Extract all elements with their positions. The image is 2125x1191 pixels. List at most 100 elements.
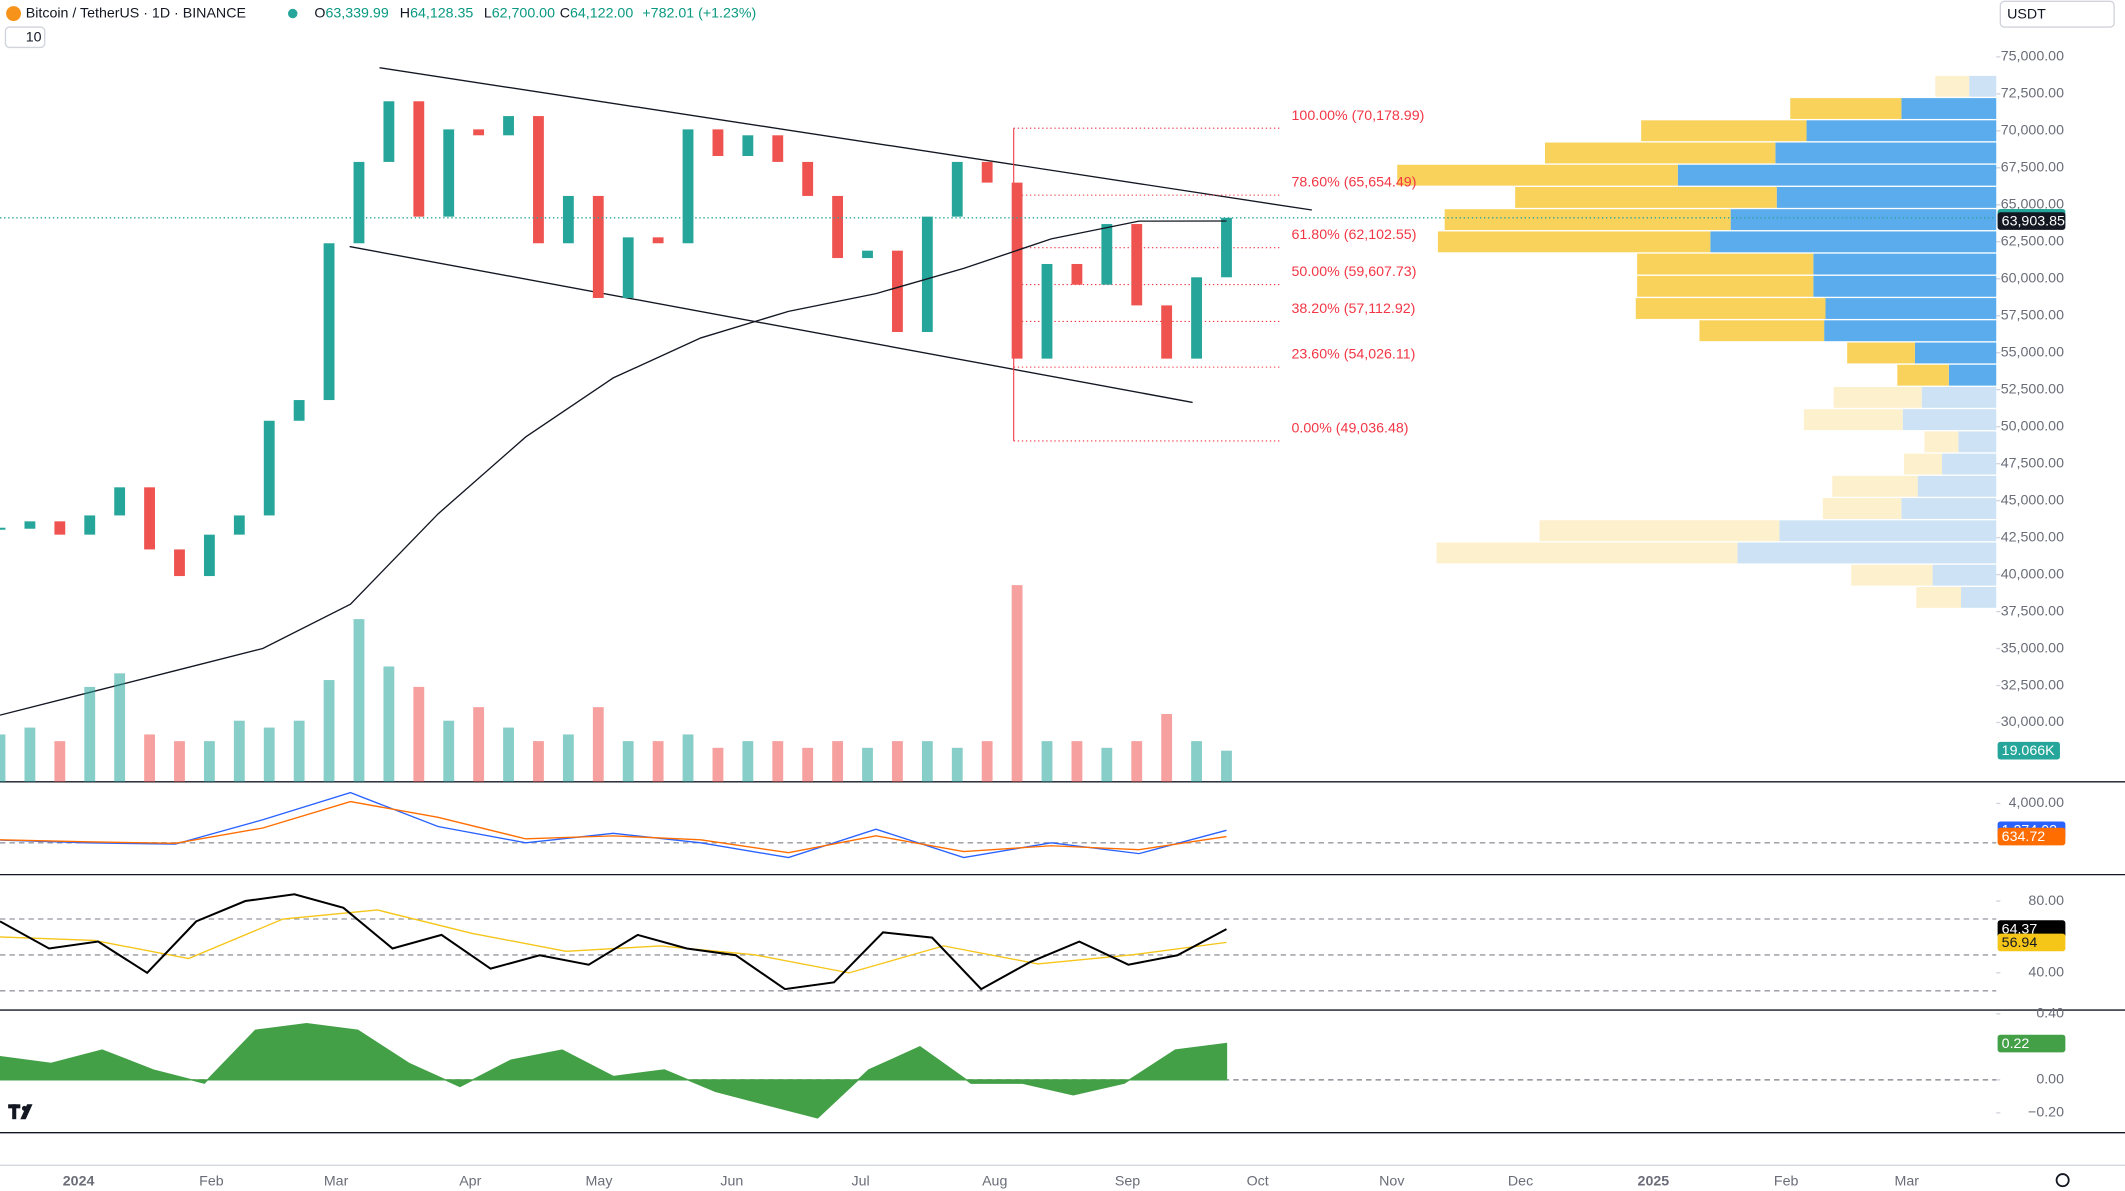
candle — [652, 237, 664, 244]
candle — [54, 521, 66, 535]
volume-bar — [203, 741, 215, 782]
profile-down — [1813, 253, 1997, 275]
ohlc-value: L62,700.00 — [484, 5, 555, 21]
macd-label: 634.72 — [2002, 829, 2046, 845]
candle — [1071, 263, 1083, 285]
volume-bar — [383, 666, 395, 782]
time-label: Jun — [720, 1173, 743, 1189]
profile-down — [1901, 98, 1997, 119]
candle — [263, 420, 275, 516]
candle — [1221, 217, 1232, 278]
profile-down — [1806, 120, 1997, 142]
profile-up — [1924, 431, 1959, 453]
candle — [562, 195, 574, 244]
tv-logo — [8, 1104, 33, 1120]
profile-down — [1969, 75, 1997, 97]
candle — [383, 101, 395, 162]
time-label: Oct — [1247, 1173, 1269, 1189]
fib-label: 100.00% (70,178.99) — [1292, 108, 1425, 124]
candle — [862, 250, 873, 259]
y-tick-label: 57,500.00 — [2001, 307, 2064, 323]
fib-label: 50.00% (59,607.73) — [1292, 264, 1417, 280]
y-tick-label: 47,500.00 — [2001, 455, 2064, 471]
volume-bar — [503, 727, 514, 782]
volume-bar — [1131, 741, 1143, 782]
volume-bar — [174, 741, 185, 782]
volume-bar — [1191, 741, 1202, 782]
ohlc-value: O63,339.99 — [314, 5, 388, 21]
settings-icon[interactable] — [2055, 1173, 2070, 1188]
ohlc-value: C64,122.00 — [560, 5, 634, 21]
time-label: 2025 — [1638, 1173, 1670, 1189]
candle — [533, 116, 544, 244]
ma-label: 63,903.85 — [2002, 213, 2065, 229]
time-label: Mar — [324, 1173, 349, 1189]
currency-button[interactable] — [1999, 0, 2115, 28]
y-tick-label: 72,500.00 — [2001, 86, 2064, 102]
profile-up — [1935, 75, 1970, 97]
profile-up — [1897, 364, 1949, 386]
y-tick-label: 70,000.00 — [2001, 123, 2064, 139]
profile-up — [1851, 564, 1933, 586]
volume-bar — [293, 720, 305, 782]
profile-up — [1822, 498, 1902, 519]
candle — [203, 534, 215, 577]
profile-up — [1790, 98, 1902, 119]
profile-down — [1776, 186, 1997, 208]
y-tick-label: 45,000.00 — [2001, 492, 2064, 508]
rsi-line — [0, 893, 1227, 991]
symbol-icon — [6, 6, 22, 22]
candle — [24, 521, 36, 529]
candle — [293, 400, 305, 421]
ohlc-number: 63,339.99 — [325, 5, 388, 21]
profile-down — [1825, 298, 1997, 319]
time-label: Nov — [1379, 1173, 1405, 1189]
profile-up — [1832, 475, 1918, 497]
volume-bar — [233, 720, 245, 782]
profile-down — [1901, 498, 1997, 519]
volume-bar — [592, 707, 604, 782]
profile-up — [1397, 164, 1678, 186]
volume-bar — [24, 727, 36, 782]
indicator-toggle[interactable] — [4, 26, 46, 49]
candle — [712, 129, 724, 157]
price-change: +782.01 (+1.23%) — [642, 5, 756, 21]
time-label: May — [586, 1173, 614, 1189]
volume-bar — [652, 741, 664, 782]
y-tick-label: 0.00 — [2036, 1072, 2064, 1088]
y-tick-label: 67,500.00 — [2001, 160, 2064, 176]
ohlc-key: C — [560, 5, 570, 21]
candle — [174, 549, 185, 577]
candle — [921, 216, 933, 333]
profile-down — [1779, 520, 1997, 542]
trend-line-lower — [349, 245, 1193, 404]
volume-bar — [1101, 747, 1113, 782]
candle — [951, 161, 963, 217]
volume-bar — [682, 734, 694, 782]
ohlc-key: H — [400, 5, 410, 21]
profile-down — [1824, 320, 1997, 342]
time-label: Jul — [851, 1173, 869, 1189]
fib-label: 38.20% (57,112.92) — [1292, 301, 1416, 317]
volume-bar — [832, 741, 844, 782]
candle — [892, 250, 903, 333]
profile-down — [1958, 431, 1997, 453]
profile-down — [1961, 586, 1997, 608]
volume-bar — [323, 680, 335, 782]
volume-bar — [533, 741, 544, 782]
time-label: Apr — [459, 1173, 481, 1189]
volume-bar — [622, 741, 634, 782]
volume-bar — [742, 741, 754, 782]
volume-bar — [1071, 741, 1083, 782]
rsi-label-bg — [1997, 933, 2066, 952]
candle — [233, 515, 245, 535]
profile-down — [1902, 409, 1997, 431]
candle — [1101, 224, 1113, 285]
volume-bar — [951, 747, 963, 782]
ohlc-number: 64,122.00 — [570, 5, 633, 21]
profile-up — [1904, 453, 1943, 475]
profile-down — [1914, 342, 1997, 364]
profile-down — [1917, 475, 1997, 497]
